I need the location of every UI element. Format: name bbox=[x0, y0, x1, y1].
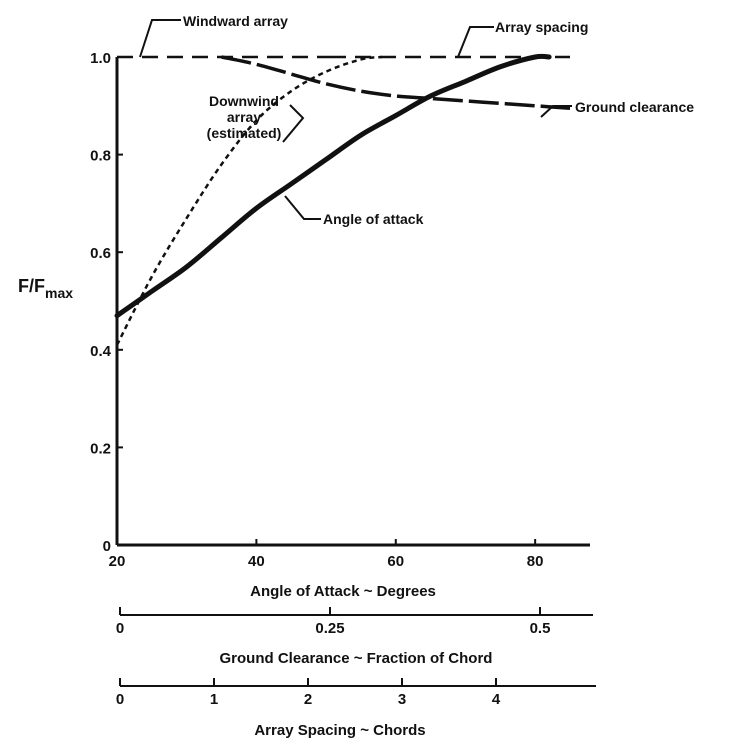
y-tick-label: 0 bbox=[103, 538, 111, 555]
annotation-spacing: Array spacing bbox=[495, 19, 588, 35]
series-downwind-array-estimated bbox=[115, 55, 382, 346]
annotation-leader-downwind bbox=[282, 104, 305, 143]
annotation-line: Windward array bbox=[183, 13, 288, 29]
annotation-leader-clearance bbox=[540, 105, 572, 118]
spacing-tick-label: 0 bbox=[116, 691, 124, 708]
annotation-leader-angle bbox=[284, 195, 321, 220]
y-tick-label: 1.0 bbox=[90, 50, 111, 67]
y-tick-label: 0.6 bbox=[90, 245, 111, 262]
annotation-downwind: Downwind array (estimated) bbox=[207, 93, 282, 141]
annotation-leader-spacing bbox=[457, 26, 494, 58]
x-tick-label: 80 bbox=[527, 553, 544, 570]
annotation-windward: Windward array bbox=[183, 13, 288, 29]
x-tick-label: 20 bbox=[109, 553, 126, 570]
clearance-tick-label: 0.25 bbox=[315, 620, 344, 637]
y-tick-label: 0.2 bbox=[90, 440, 111, 457]
x-tick-label: 60 bbox=[387, 553, 404, 570]
annotation-angle: Angle of attack bbox=[323, 211, 424, 227]
annotation-line: Angle of attack bbox=[323, 211, 424, 227]
clearance-tick-label: 0.5 bbox=[530, 620, 551, 637]
annotation-line: (estimated) bbox=[207, 125, 282, 141]
spacing-tick-label: 1 bbox=[210, 691, 218, 708]
y-axis-label-subscript: max bbox=[45, 285, 73, 301]
x-tick-label: 40 bbox=[248, 553, 265, 570]
annotation-line: Array spacing bbox=[495, 19, 588, 35]
clearance-tick-label: 0 bbox=[116, 620, 124, 637]
x-axis-title-angle: Angle of Attack ~ Degrees bbox=[250, 583, 436, 600]
y-axis-label: F/Fmax bbox=[18, 276, 73, 301]
series-group bbox=[114, 53, 571, 346]
annotation-line: array bbox=[227, 109, 261, 125]
y-axis-label-main: F/F bbox=[18, 276, 45, 296]
x-axis-title-clearance: Ground Clearance ~ Fraction of Chord bbox=[220, 650, 493, 667]
spacing-tick-label: 2 bbox=[304, 691, 312, 708]
annotation-line: Downwind bbox=[209, 93, 279, 109]
spacing-tick-label: 3 bbox=[398, 691, 406, 708]
series-angle-of-attack bbox=[114, 53, 552, 319]
annotations-group: Windward array Array spacing Downwind array… bbox=[139, 13, 694, 227]
spacing-tick-label: 4 bbox=[492, 691, 501, 708]
annotation-leader-windward bbox=[139, 19, 181, 58]
series-ground-clearance bbox=[221, 55, 571, 110]
x-axis-title-spacing: Array Spacing ~ Chords bbox=[254, 722, 425, 739]
y-tick-label: 0.8 bbox=[90, 148, 111, 165]
y-tick-label: 0.4 bbox=[90, 343, 112, 360]
annotation-line: Ground clearance bbox=[575, 99, 694, 115]
annotation-clearance: Ground clearance bbox=[575, 99, 694, 115]
